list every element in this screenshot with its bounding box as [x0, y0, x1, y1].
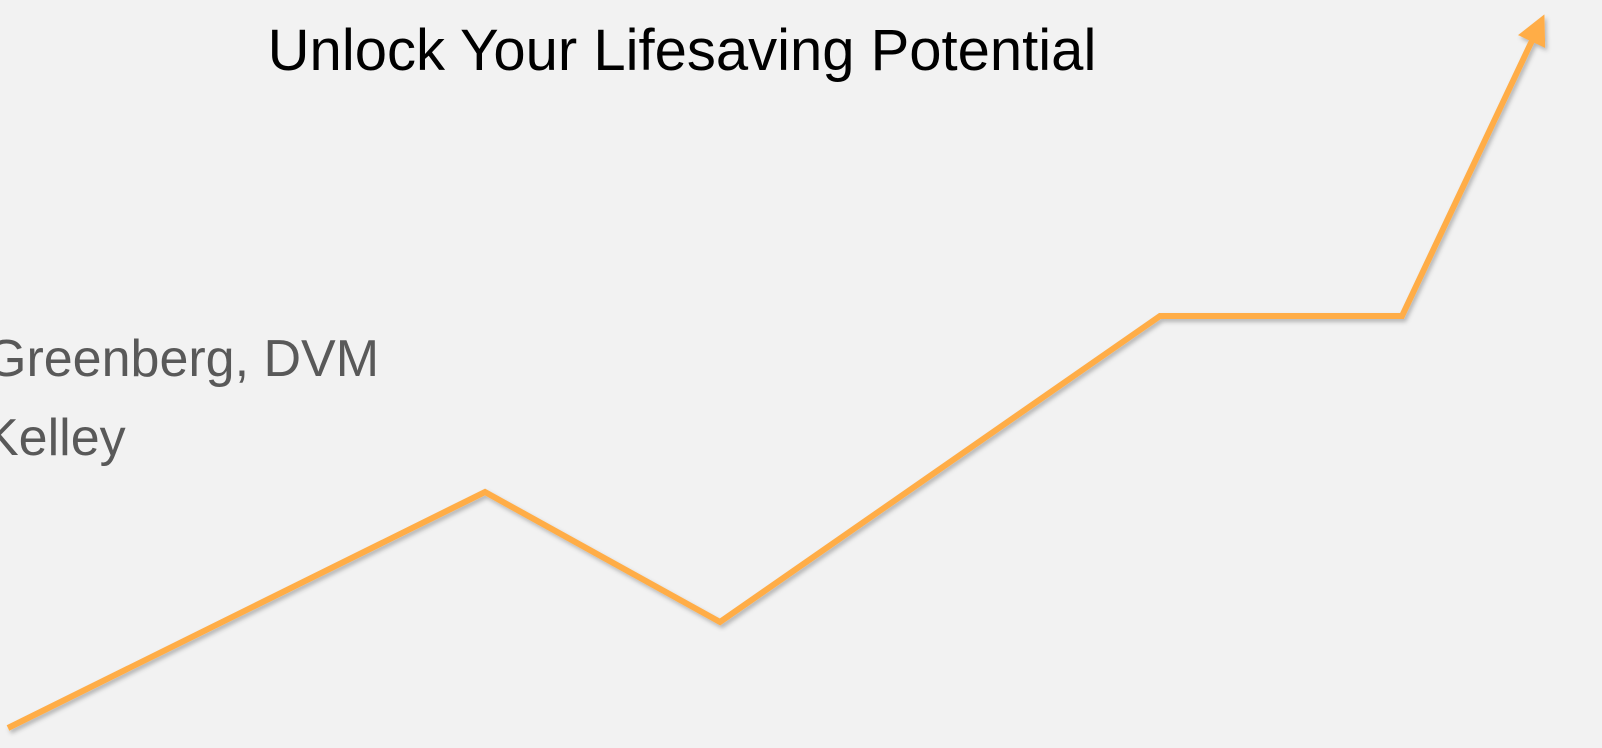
author-line: Greenberg, DVM [0, 330, 379, 388]
slide-title: Unlock Your Lifesaving Potential [268, 18, 1097, 83]
growth-arrow [6, 14, 1546, 731]
author-line: Kelley [0, 409, 126, 467]
